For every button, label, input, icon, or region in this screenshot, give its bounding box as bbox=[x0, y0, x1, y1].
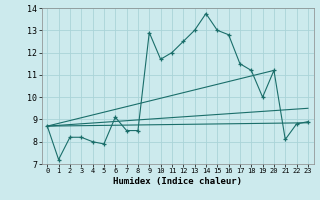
X-axis label: Humidex (Indice chaleur): Humidex (Indice chaleur) bbox=[113, 177, 242, 186]
